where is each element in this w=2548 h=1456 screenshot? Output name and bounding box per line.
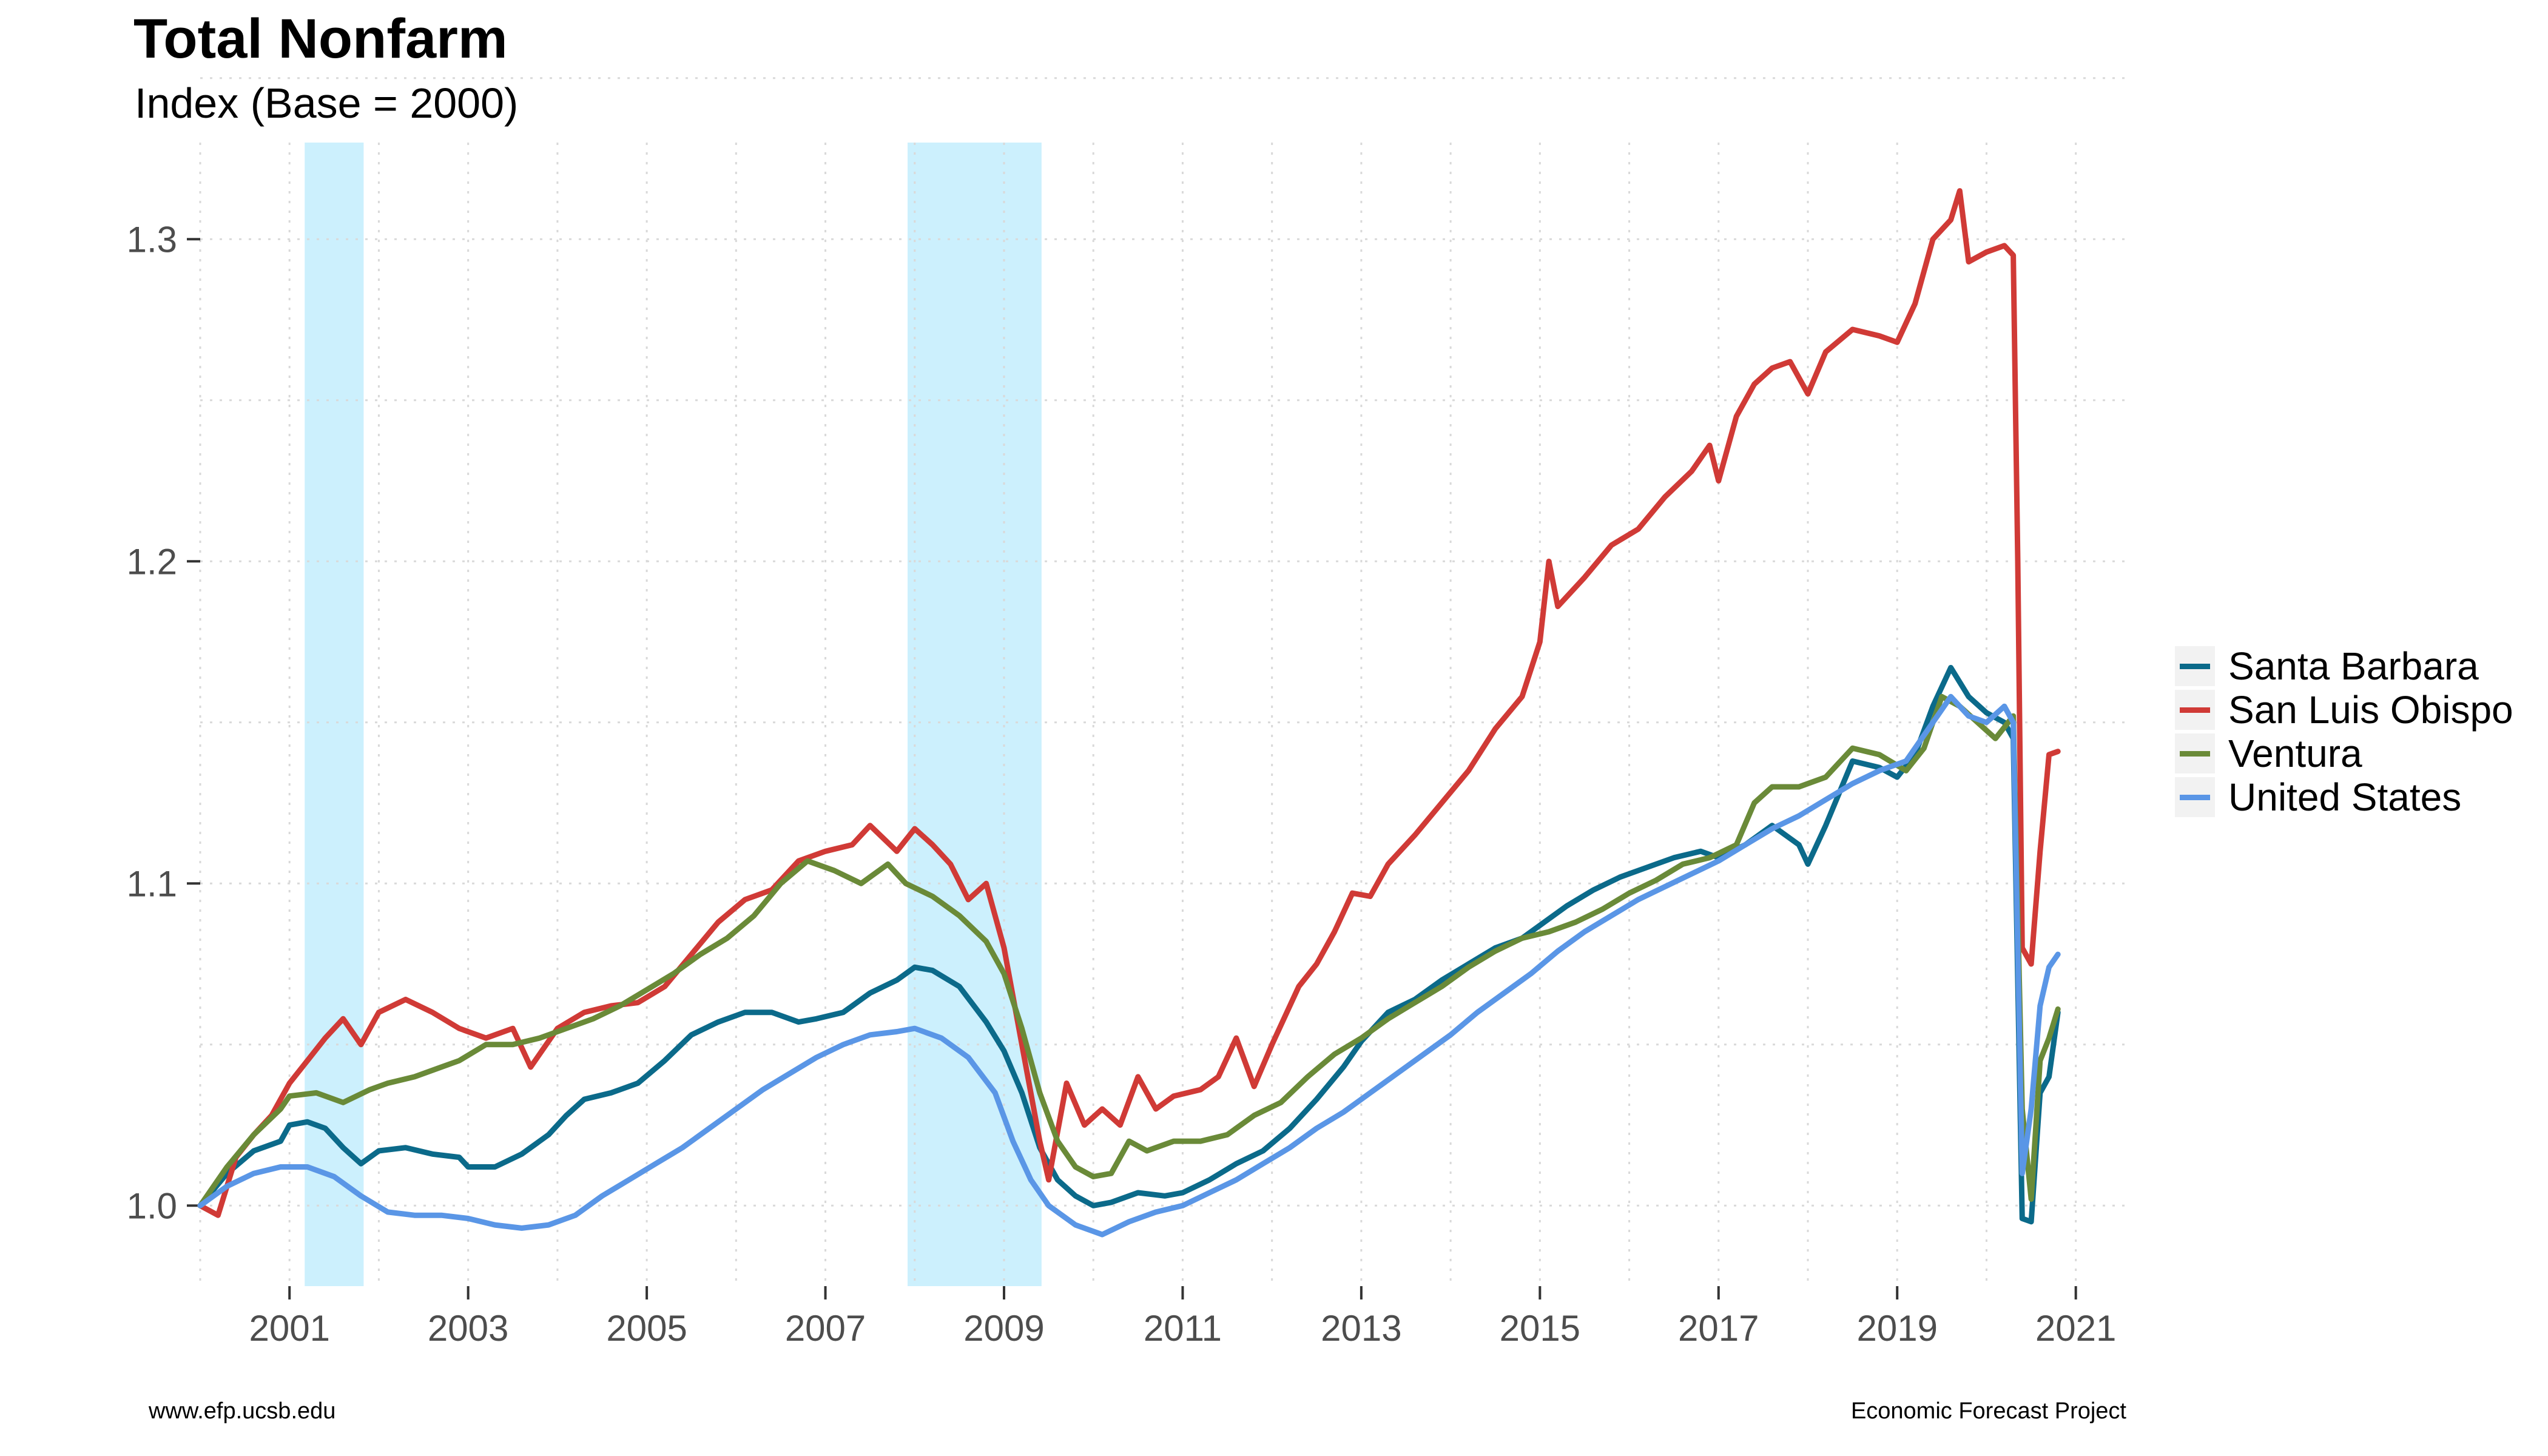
legend-label: San Luis Obispo — [2228, 688, 2513, 732]
legend-item-ventura: Ventura — [2175, 732, 2513, 775]
recession-band — [908, 143, 1042, 1286]
legend-label: Santa Barbara — [2228, 644, 2479, 688]
x-tick-label: 2017 — [1678, 1308, 1759, 1349]
legend: Santa Barbara San Luis Obispo Ventura Un… — [2175, 644, 2513, 819]
x-tick-label: 2009 — [963, 1308, 1044, 1349]
x-tick-label: 2021 — [2035, 1308, 2116, 1349]
legend-item-united-states: United States — [2175, 775, 2513, 819]
x-tick-label: 2007 — [785, 1308, 866, 1349]
y-tick-label: 1.2 — [127, 541, 177, 582]
recession-band — [305, 143, 364, 1286]
series-line-santa-barbara — [197, 665, 2061, 1225]
legend-swatch — [2175, 690, 2215, 730]
legend-label: Ventura — [2228, 732, 2362, 775]
x-axis: 2001 2003 2005 2007 2009 2011 2013 2015 2017 2019… — [249, 1286, 2116, 1349]
recession-shading — [305, 143, 1042, 1286]
source-url: www.efp.ucsb.edu — [149, 1398, 336, 1424]
y-axis: 1.0 1.1 1.2 1.3 — [127, 219, 200, 1226]
x-tick-label: 2019 — [1856, 1308, 1937, 1349]
x-tick-label: 2015 — [1500, 1308, 1580, 1349]
chart-subtitle: Index (Base = 2000) — [135, 79, 519, 127]
legend-item-san-luis-obispo: San Luis Obispo — [2175, 688, 2513, 732]
x-tick-label: 2013 — [1321, 1308, 1401, 1349]
y-tick-label: 1.3 — [127, 219, 177, 260]
series-line-san-luis-obispo — [197, 188, 2061, 1218]
legend-swatch — [2175, 646, 2215, 686]
y-tick-label: 1.0 — [127, 1185, 177, 1226]
source-name: Economic Forecast Project — [1850, 1398, 2126, 1424]
chart-title: Total Nonfarm — [133, 8, 508, 70]
legend-swatch — [2175, 777, 2215, 817]
series-line-united-states — [197, 693, 2061, 1238]
x-tick-label: 2003 — [428, 1308, 508, 1349]
y-tick-label: 1.1 — [127, 863, 177, 904]
series-lines — [197, 188, 2061, 1238]
series-line-ventura — [197, 693, 2061, 1208]
x-tick-label: 2001 — [249, 1308, 329, 1349]
x-tick-label: 2011 — [1144, 1308, 1222, 1349]
legend-swatch — [2175, 733, 2215, 774]
legend-item-santa-barbara: Santa Barbara — [2175, 644, 2513, 688]
x-tick-label: 2005 — [606, 1308, 687, 1349]
legend-label: United States — [2228, 775, 2462, 819]
